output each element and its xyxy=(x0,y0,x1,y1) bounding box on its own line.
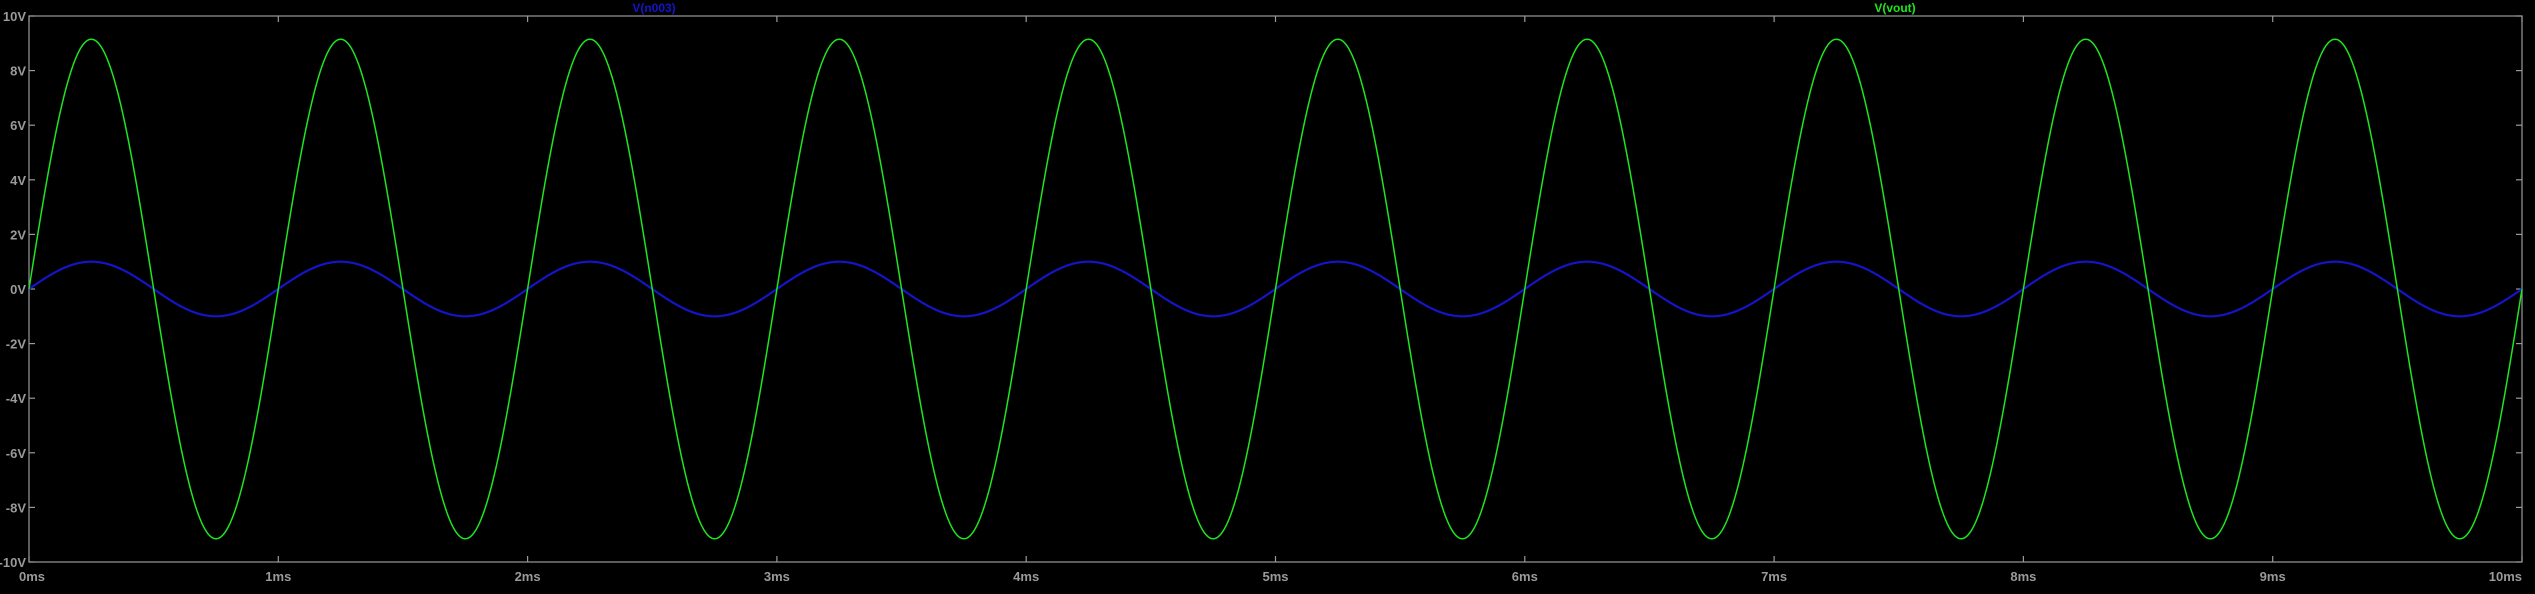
x-tick-label: 8ms xyxy=(2010,569,2036,584)
y-tick-label: 0V xyxy=(10,282,26,297)
x-tick-label: 3ms xyxy=(764,569,790,584)
y-tick-label: -4V xyxy=(6,391,27,406)
y-tick-label: 10V xyxy=(3,9,26,24)
x-tick-label: 5ms xyxy=(1262,569,1288,584)
traces xyxy=(28,38,2523,540)
y-tick-label: 6V xyxy=(10,118,26,133)
y-tick-label: 8V xyxy=(10,64,26,79)
x-tick-label: 4ms xyxy=(1013,569,1039,584)
y-tick-label: -8V xyxy=(6,500,27,515)
legend-label: V(vout) xyxy=(1874,1,1915,15)
x-tick-label: 0ms xyxy=(19,569,45,584)
x-tick-label: 6ms xyxy=(1512,569,1538,584)
legend-label: V(n003) xyxy=(632,1,675,15)
y-tick-label: 4V xyxy=(10,173,26,188)
x-tick-label: 2ms xyxy=(515,569,541,584)
x-tick-label: 9ms xyxy=(2260,569,2286,584)
x-tick-label: 7ms xyxy=(1761,569,1787,584)
x-tick-label: 10ms xyxy=(2489,569,2522,584)
x-tick-label: 1ms xyxy=(265,569,291,584)
y-tick-label: 2V xyxy=(10,227,26,242)
series-line xyxy=(28,38,2523,540)
y-tick-label: -10V xyxy=(0,555,26,570)
y-tick-label: -2V xyxy=(6,337,27,352)
legend: V(n003) V(vout) xyxy=(632,1,1915,15)
y-tick-label: -6V xyxy=(6,446,27,461)
